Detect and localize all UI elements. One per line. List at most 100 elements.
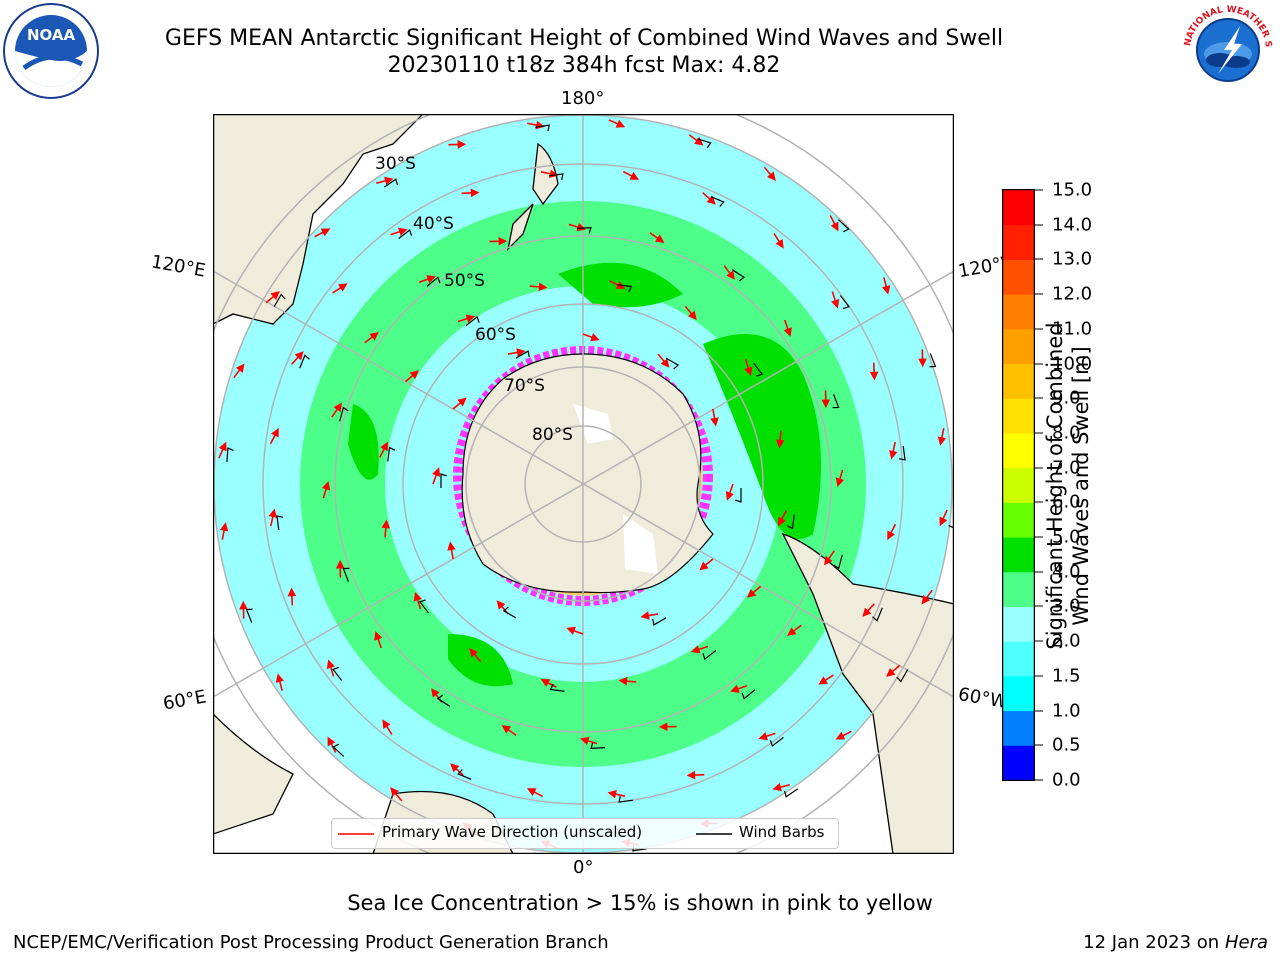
colorbar-tick-label: 0.0 [1052, 769, 1081, 791]
wave-arrow-head [778, 516, 786, 527]
wind-barb [731, 269, 745, 282]
colorbar-tick-label: 10.0 [1052, 353, 1093, 375]
wave-arrow-head [590, 333, 600, 342]
wave-arrow-head [327, 736, 336, 747]
lon-label-60e: 60°E [161, 686, 208, 715]
lon-label-180: 180° [561, 88, 605, 109]
colorbar-segment [1003, 537, 1034, 573]
colorbar-tick-mark [1035, 258, 1043, 260]
map-legend: Primary Wave Direction (unscaled) Wind B… [331, 818, 839, 849]
colorbar-segment [1003, 467, 1034, 503]
colorbar-tick-label: 15.0 [1052, 179, 1093, 201]
wind-barb [590, 742, 606, 750]
wind-barb [549, 683, 565, 692]
map-border [213, 114, 954, 854]
colorbar-tick-label: 11.0 [1052, 318, 1093, 340]
colorbar-tick-label: 14.0 [1052, 214, 1093, 236]
wave-arrow-head [287, 587, 297, 597]
colorbar-segment [1003, 675, 1034, 712]
wave-arrow-head [369, 332, 379, 341]
polar-map: 30°S 40°S 50°S 60°S 70°S 80°S [213, 114, 954, 854]
wind-barb [332, 743, 345, 757]
wind-barb [437, 694, 451, 707]
wind-barbs [226, 124, 954, 852]
wind-barb [896, 669, 909, 683]
wave-arrow-head [450, 763, 460, 773]
wind-barb [783, 788, 799, 798]
colorbar-tick-mark [1035, 675, 1043, 677]
footer-date: 12 Jan 2023 on Hera [1083, 932, 1268, 953]
colorbar-segment [1003, 259, 1034, 295]
colorbar-tick-label: 12.0 [1052, 283, 1093, 305]
colorbar-title-line2: Wind Waves and Swell [m] [1069, 346, 1093, 626]
lat-label-50s: 50°S [444, 271, 485, 291]
lat-label-80s: 80°S [532, 425, 573, 445]
wind-barb [710, 196, 725, 207]
colorbar-tick-label: 9.0 [1052, 387, 1081, 409]
land-new-zealand-south [506, 203, 534, 251]
ocean-field-high-east [703, 334, 821, 539]
colorbar-tick-mark [1035, 224, 1043, 226]
wind-barb [426, 276, 441, 287]
colorbar-segment [1003, 745, 1034, 781]
wave-arrow-head [821, 399, 831, 409]
wave-arrow-head [918, 358, 927, 368]
legend-primary-wave-label: Primary Wave Direction (unscaled) [382, 823, 643, 841]
wave-arrow-head [937, 436, 947, 446]
wave-arrow-head [835, 477, 845, 487]
colorbar-segment [1003, 328, 1034, 365]
colorbar-tick-mark [1035, 397, 1043, 399]
footer-machine: Hera [1224, 932, 1268, 953]
colorbar-tick-label: 7.0 [1052, 457, 1081, 479]
colorbar-tick-label: 8.0 [1052, 422, 1081, 444]
colorbar-segment [1003, 432, 1034, 469]
lat-label-30s: 30°S [375, 154, 416, 174]
wind-barb [702, 650, 717, 661]
colorbar-segment [1003, 641, 1034, 677]
colorbar-tick-label: 6.0 [1052, 491, 1081, 513]
wind-barb [535, 124, 550, 132]
wave-arrow-head [767, 171, 776, 181]
wave-arrow-head [335, 559, 345, 569]
wave-arrow-head [239, 600, 248, 610]
wave-arrow-head [566, 626, 576, 635]
wave-arrow-head [320, 228, 331, 237]
wave-arrow-head [889, 450, 898, 460]
wave-arrow-head [381, 519, 391, 529]
wave-arrow-head [538, 282, 548, 292]
wave-arrow-head [526, 788, 537, 796]
colorbar-tick-label: 13.0 [1052, 248, 1093, 270]
colorbar-segment [1003, 224, 1034, 260]
wind-barb [832, 394, 840, 409]
colorbar-tick-mark [1035, 710, 1043, 712]
wave-arrow-head [686, 770, 696, 780]
colorbar-tick-mark [1035, 501, 1043, 503]
wave-arrow-head [787, 627, 797, 636]
wind-barb [342, 567, 350, 582]
colorbar-tick-mark [1035, 640, 1043, 642]
wave-arrow-head [271, 427, 279, 438]
wave-arrow-head [457, 397, 467, 407]
wave-arrow-head [710, 417, 719, 427]
wave-arrow-head [730, 684, 740, 693]
colorbar-title-line1: Significant Height of Combined [1043, 322, 1067, 650]
wind-barb [383, 178, 399, 188]
wave-arrow-head [818, 676, 828, 685]
wave-arrow-head [465, 314, 476, 323]
wave-arrow-head [660, 358, 670, 368]
colorbar-tick-label: 1.0 [1052, 700, 1081, 722]
wave-arrow-head [398, 227, 408, 236]
ocean-field-high-west [348, 404, 379, 480]
wave-arrow-head [447, 541, 456, 551]
colorbar-tick-label: 3.0 [1052, 595, 1081, 617]
wave-arrow-head [218, 441, 227, 452]
wind-barb [548, 173, 564, 180]
wind-barb [226, 447, 234, 463]
lat-label-70s: 70°S [504, 376, 545, 396]
wave-arrow-head [824, 555, 833, 566]
wave-arrow-head [744, 366, 753, 377]
wind-barb [299, 354, 310, 369]
colorbar-segment [1003, 571, 1034, 607]
wave-arrow-head [629, 172, 640, 180]
wave-arrow-head [432, 467, 441, 477]
